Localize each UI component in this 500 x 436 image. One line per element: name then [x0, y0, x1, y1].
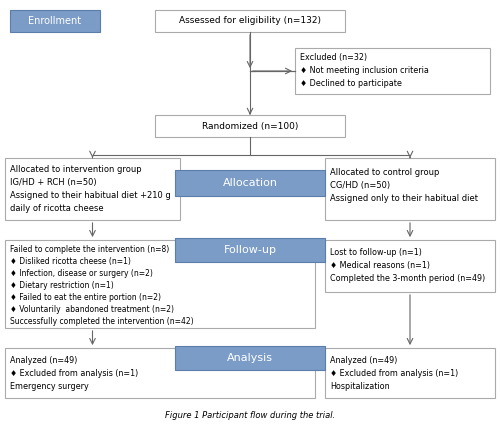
Text: Analysis: Analysis	[227, 353, 273, 363]
Text: IG/HD + RCH (n=50): IG/HD + RCH (n=50)	[10, 178, 97, 187]
Text: ♦ Excluded from analysis (n=1): ♦ Excluded from analysis (n=1)	[10, 369, 138, 378]
Bar	[175, 346, 325, 370]
Bar	[295, 48, 490, 94]
Text: CG/HD (n=50): CG/HD (n=50)	[330, 181, 390, 190]
Text: Assigned only to their habitual diet: Assigned only to their habitual diet	[330, 194, 478, 203]
Bar	[175, 170, 325, 196]
Bar	[5, 158, 180, 220]
Text: Assessed for eligibility (n=132): Assessed for eligibility (n=132)	[179, 17, 321, 25]
Text: Excluded (n=32): Excluded (n=32)	[300, 53, 367, 62]
Text: Figure 1 Participant flow during the trial.: Figure 1 Participant flow during the tri…	[165, 411, 335, 419]
Text: Randomized (n=100): Randomized (n=100)	[202, 122, 298, 130]
Text: Assigned to their habitual diet +210 g: Assigned to their habitual diet +210 g	[10, 191, 171, 200]
Bar	[155, 115, 345, 137]
Text: Hospitalization: Hospitalization	[330, 382, 390, 391]
Text: Completed the 3-month period (n=49): Completed the 3-month period (n=49)	[330, 274, 485, 283]
Text: Allocated to intervention group: Allocated to intervention group	[10, 165, 141, 174]
Text: Enrollment: Enrollment	[28, 16, 82, 26]
Bar	[175, 238, 325, 262]
Bar	[10, 10, 100, 32]
Bar	[5, 348, 315, 398]
Text: ♦ Infection, disease or surgery (n=2): ♦ Infection, disease or surgery (n=2)	[10, 269, 153, 278]
Text: daily of ricotta cheese: daily of ricotta cheese	[10, 204, 104, 213]
Text: Successfully completed the intervention (n=42): Successfully completed the intervention …	[10, 317, 194, 326]
Text: Failed to complete the intervention (n=8): Failed to complete the intervention (n=8…	[10, 245, 169, 254]
Bar	[325, 158, 495, 220]
Text: ♦ Excluded from analysis (n=1): ♦ Excluded from analysis (n=1)	[330, 369, 458, 378]
Text: ♦ Failed to eat the entire portion (n=2): ♦ Failed to eat the entire portion (n=2)	[10, 293, 161, 302]
Text: ♦ Declined to participate: ♦ Declined to participate	[300, 79, 402, 88]
Bar	[5, 240, 315, 328]
Text: ♦ Dietary restriction (n=1): ♦ Dietary restriction (n=1)	[10, 281, 114, 290]
Bar	[155, 10, 345, 32]
Text: Analyzed (n=49): Analyzed (n=49)	[10, 356, 78, 365]
Text: ♦ Disliked ricotta cheese (n=1): ♦ Disliked ricotta cheese (n=1)	[10, 257, 131, 266]
Text: Lost to follow-up (n=1): Lost to follow-up (n=1)	[330, 248, 422, 257]
Text: ♦ Not meeting inclusion criteria: ♦ Not meeting inclusion criteria	[300, 66, 429, 75]
Bar	[325, 348, 495, 398]
Text: ♦ Voluntarily  abandoned treatment (n=2): ♦ Voluntarily abandoned treatment (n=2)	[10, 305, 174, 314]
Text: Allocation: Allocation	[222, 178, 278, 188]
Text: Analyzed (n=49): Analyzed (n=49)	[330, 356, 398, 365]
Text: Emergency surgery: Emergency surgery	[10, 382, 89, 391]
Text: ♦ Medical reasons (n=1): ♦ Medical reasons (n=1)	[330, 261, 430, 270]
Bar	[325, 240, 495, 292]
Text: Follow-up: Follow-up	[224, 245, 276, 255]
Text: Allocated to control group: Allocated to control group	[330, 168, 440, 177]
